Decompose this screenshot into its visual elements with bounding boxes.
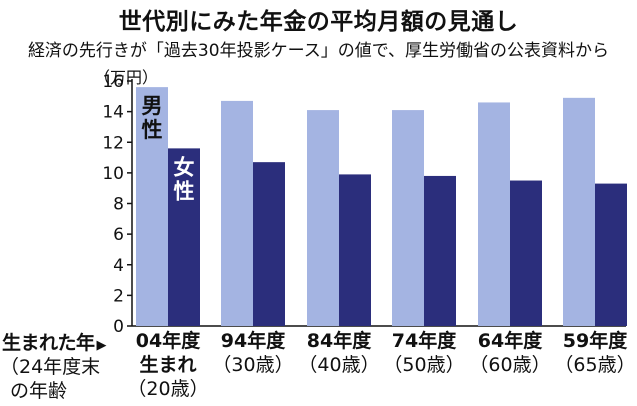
row-label-age-line2: の年齢	[10, 380, 68, 402]
bar-female	[424, 175, 456, 326]
bar-female	[168, 148, 200, 326]
y-tick-label: 14	[102, 103, 124, 123]
y-axis-unit: （万円）	[94, 68, 159, 87]
y-tick-label: 2	[113, 286, 124, 306]
bar-female	[510, 180, 542, 326]
row-label-birth-year-text: 生まれた年	[2, 332, 95, 354]
x-category-age: （20歳）	[127, 378, 208, 400]
bar-female	[253, 162, 285, 326]
x-category-label: 94年度	[221, 329, 286, 352]
x-category-sublabel: （50歳）	[383, 354, 464, 376]
row-label-birth-year: 生まれた年 ▶	[2, 332, 106, 357]
x-category-label: 64年度	[478, 329, 543, 352]
bar-male	[478, 102, 510, 326]
bar-female	[339, 174, 371, 326]
y-tick-label: 12	[102, 133, 124, 153]
chart-title: 世代別にみた年金の平均月額の見通し	[118, 9, 519, 35]
y-tick-label: 0	[113, 317, 124, 337]
y-tick-label: 10	[102, 164, 124, 184]
y-tick-label: 16	[102, 72, 124, 92]
x-category-label: 04年度	[136, 329, 201, 352]
series-label-female: 性	[174, 179, 195, 203]
bar-male	[563, 97, 595, 326]
series-label-female: 女	[174, 155, 195, 179]
series-label-male: 男	[142, 94, 163, 118]
bar-male	[392, 110, 424, 326]
bar-male	[221, 100, 253, 326]
chart-subtitle: 経済の先行きが「過去30年投影ケース」の値で、厚生労働省の公表資料から	[27, 41, 610, 61]
x-category-sublabel: （40歳）	[298, 354, 379, 376]
x-category-sublabel: 生まれ	[139, 353, 196, 376]
y-tick-label: 6	[113, 225, 124, 245]
y-tick-label: 8	[113, 195, 124, 215]
y-tick-label: 4	[113, 256, 124, 276]
bar-female	[595, 183, 627, 326]
x-category-sublabel: （65歳）	[554, 354, 635, 376]
row-label-age-line1: （24年度末	[0, 356, 101, 378]
row-label-arrow: ▶	[96, 338, 107, 353]
series-label-male: 性	[142, 118, 163, 142]
bar-male	[307, 110, 339, 326]
x-category-label: 84年度	[307, 329, 372, 352]
x-category-sublabel: （30歳）	[212, 354, 293, 376]
x-category-sublabel: （60歳）	[469, 354, 550, 376]
bar-male	[136, 87, 168, 326]
x-category-label: 59年度	[563, 329, 628, 352]
x-category-label: 74年度	[392, 329, 457, 352]
